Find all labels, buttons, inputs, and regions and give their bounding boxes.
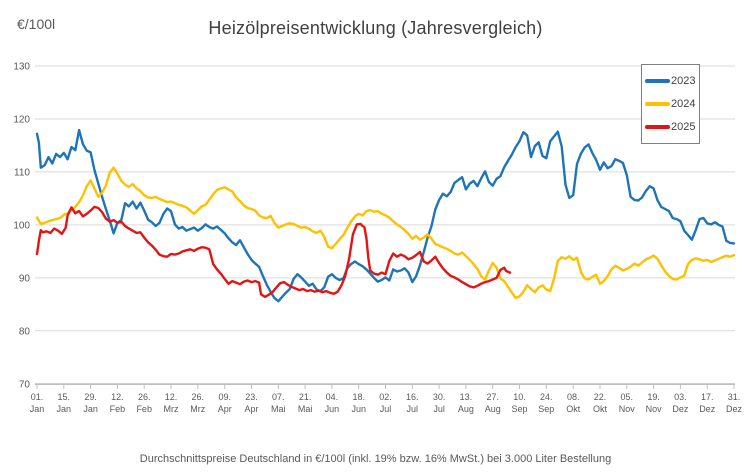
- x-tick-label-month: Dez: [726, 404, 743, 414]
- x-tick-label-month: Dez: [672, 404, 689, 414]
- x-tick-label-month: Jun: [325, 404, 340, 414]
- x-tick-label-month: Apr: [218, 404, 232, 414]
- y-tick-label-110: 110: [14, 167, 30, 178]
- x-tick-label-month: Sep: [538, 404, 554, 414]
- x-tick-label-month: Nov: [619, 404, 636, 414]
- x-tick-label-day: 08.: [567, 392, 580, 402]
- y-tick-label-90: 90: [19, 273, 31, 284]
- y-tick-label-80: 80: [19, 326, 31, 337]
- x-tick-label-day: 16.: [406, 392, 419, 402]
- x-tick-label-month: Mai: [271, 404, 286, 414]
- x-tick-label-day: 10.: [513, 392, 526, 402]
- x-tick-label-day: 04.: [326, 392, 339, 402]
- x-tick-label-day: 27.: [486, 392, 499, 402]
- x-tick-label-month: Feb: [136, 404, 152, 414]
- legend-label-2024: 2024: [671, 97, 696, 110]
- x-tick-label-month: Aug: [458, 404, 474, 414]
- x-tick-label-day: 31.: [728, 392, 741, 402]
- legend-swatch-2024: [645, 101, 670, 106]
- x-tick-label-month: Jul: [433, 404, 445, 414]
- series-line-2023: [35, 128, 736, 303]
- legend-box: 2023 2024 2025: [641, 64, 700, 144]
- legend-entry-2024[interactable]: 2024: [645, 98, 699, 110]
- x-tick-label-month: Jan: [57, 404, 72, 414]
- x-tick-label-month: Aug: [485, 404, 501, 414]
- x-tick-label-day: 07.: [272, 392, 285, 402]
- x-tick-label-day: 13.: [460, 392, 473, 402]
- x-tick-label-month: Nov: [646, 404, 663, 414]
- x-tick-label-day: 18.: [352, 392, 365, 402]
- legend-swatch-2025: [645, 125, 670, 130]
- x-tick-label-day: 30.: [433, 392, 446, 402]
- x-tick-label-day: 02.: [379, 392, 392, 402]
- legend-entry-2025[interactable]: 2025: [645, 121, 699, 133]
- x-tick-label-month: Jan: [83, 404, 98, 414]
- x-tick-label-month: Okt: [566, 404, 581, 414]
- footer-note: Durchschnittspreise Deutschland in €/100…: [139, 453, 612, 465]
- y-tick-label-120: 120: [13, 115, 30, 126]
- x-tick-label-day: 22.: [594, 392, 607, 402]
- x-tick-label-day: 24.: [540, 392, 553, 402]
- legend-label-2025: 2025: [671, 121, 696, 134]
- x-tick-label-day: 19.: [647, 392, 660, 402]
- x-tick-label-month: Mai: [298, 404, 313, 414]
- legend-swatch-2023: [645, 78, 670, 83]
- x-tick-label-month: Jun: [351, 404, 366, 414]
- x-tick-label-day: 12.: [111, 392, 124, 402]
- x-tick-label-month: Mrz: [164, 404, 179, 414]
- x-tick-label-day: 01.: [31, 392, 44, 402]
- x-tick-label-month: Dez: [699, 404, 716, 414]
- y-tick-label-100: 100: [13, 220, 30, 231]
- chart-title: Heizölpreisentwicklung (Jahresvergleich): [208, 18, 543, 38]
- x-tick-label-month: Apr: [244, 404, 258, 414]
- series-line-2025: [35, 205, 512, 299]
- legend-label-2023: 2023: [671, 74, 696, 87]
- x-tick-label-day: 26.: [192, 392, 205, 402]
- x-tick-label-month: Sep: [511, 404, 527, 414]
- x-tick-label-day: 09.: [218, 392, 231, 402]
- y-tick-label-130: 130: [13, 62, 30, 73]
- x-tick-label-day: 03.: [674, 392, 687, 402]
- x-tick-label-day: 23.: [245, 392, 258, 402]
- x-tick-label-month: Jul: [407, 404, 419, 414]
- x-tick-label-day: 26.: [138, 392, 151, 402]
- y-axis-unit-label: €/100l: [17, 16, 56, 32]
- x-tick-label-month: Jul: [380, 404, 392, 414]
- x-tick-label-day: 17.: [701, 392, 714, 402]
- x-tick-label-month: Feb: [110, 404, 126, 414]
- x-tick-label-day: 21.: [299, 392, 312, 402]
- x-tick-label-day: 05.: [621, 392, 634, 402]
- x-tick-label-day: 12.: [165, 392, 178, 402]
- y-tick-label-70: 70: [19, 379, 31, 390]
- legend-entry-2023[interactable]: 2023: [645, 75, 699, 87]
- series-line-2024: [35, 166, 736, 300]
- x-tick-label-month: Mrz: [190, 404, 205, 414]
- x-tick-label-month: Jan: [30, 404, 45, 414]
- x-tick-label-day: 15.: [58, 392, 71, 402]
- x-tick-label-month: Okt: [593, 404, 608, 414]
- x-tick-label-day: 29.: [84, 392, 97, 402]
